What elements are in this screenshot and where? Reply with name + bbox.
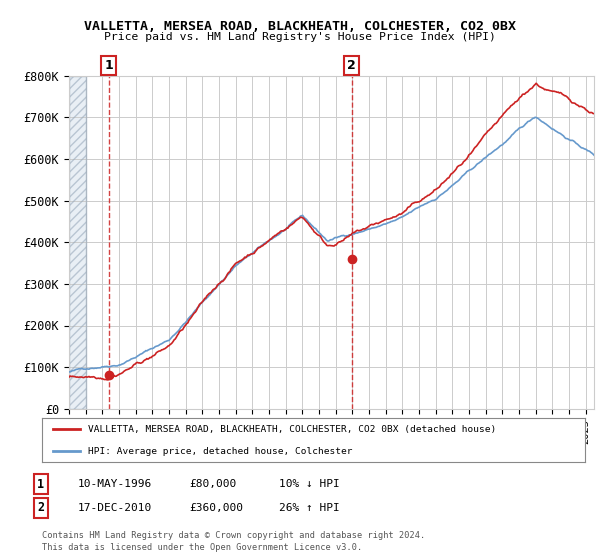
Text: 1: 1 (104, 59, 113, 72)
Text: 17-DEC-2010: 17-DEC-2010 (78, 503, 152, 513)
Text: £80,000: £80,000 (189, 479, 236, 489)
Bar (69, 76, 86, 409)
Text: 2: 2 (347, 59, 356, 72)
Text: VALLETTA, MERSEA ROAD, BLACKHEATH, COLCHESTER, CO2 0BX (detached house): VALLETTA, MERSEA ROAD, BLACKHEATH, COLCH… (88, 424, 496, 434)
Bar (69, 76, 86, 409)
Text: VALLETTA, MERSEA ROAD, BLACKHEATH, COLCHESTER, CO2 0BX: VALLETTA, MERSEA ROAD, BLACKHEATH, COLCH… (84, 20, 516, 32)
Text: 10% ↓ HPI: 10% ↓ HPI (279, 479, 340, 489)
Text: Contains HM Land Registry data © Crown copyright and database right 2024.: Contains HM Land Registry data © Crown c… (42, 531, 425, 540)
Text: 26% ↑ HPI: 26% ↑ HPI (279, 503, 340, 513)
Text: £360,000: £360,000 (189, 503, 243, 513)
Text: This data is licensed under the Open Government Licence v3.0.: This data is licensed under the Open Gov… (42, 543, 362, 552)
Text: HPI: Average price, detached house, Colchester: HPI: Average price, detached house, Colc… (88, 446, 353, 456)
Text: 10-MAY-1996: 10-MAY-1996 (78, 479, 152, 489)
Text: 2: 2 (37, 501, 44, 515)
Text: Price paid vs. HM Land Registry's House Price Index (HPI): Price paid vs. HM Land Registry's House … (104, 32, 496, 42)
Text: 1: 1 (37, 478, 44, 491)
